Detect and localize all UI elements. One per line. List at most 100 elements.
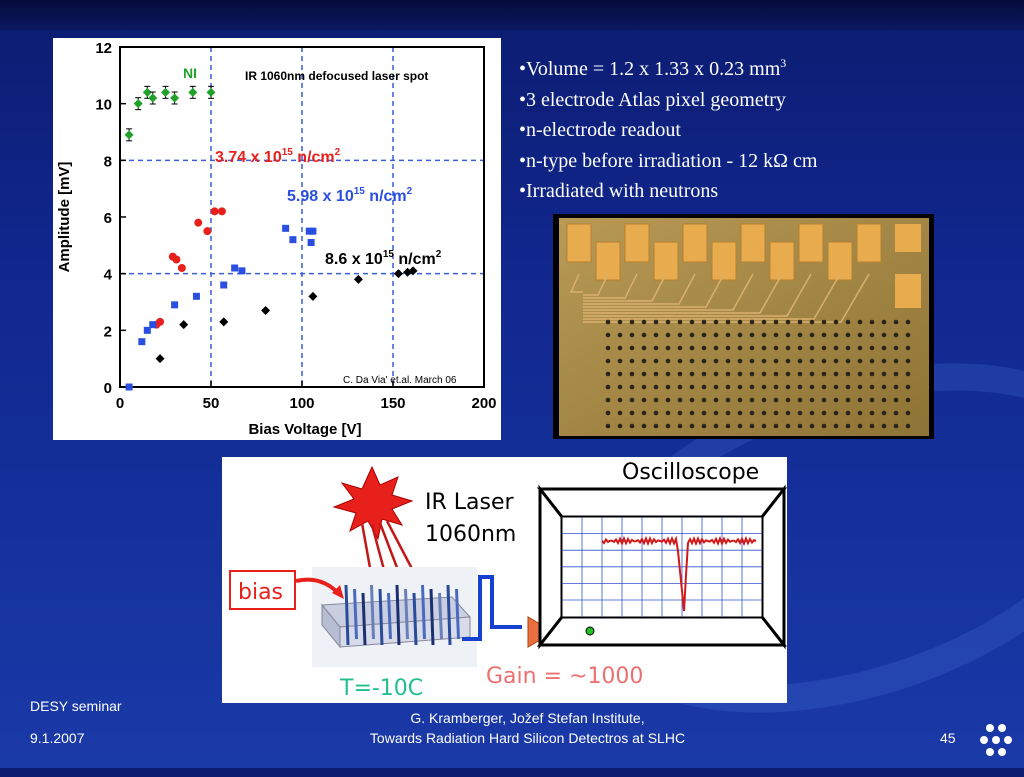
y-tick-label: 12 [95,40,112,57]
bullet-item: •n-electrode readout [519,119,681,141]
sensor-electrode [395,584,401,646]
pixel-dot [677,410,683,416]
data-point-s0 [170,93,180,103]
laser-label-line1: IR Laser [425,490,515,515]
pixel-dot [857,319,863,325]
bond-pad [740,223,766,263]
pixel-dot [905,332,911,338]
pixel-dot [641,345,647,351]
pixel-dot [797,319,803,325]
pixel-dot [605,397,611,403]
pixel-dot [665,384,671,390]
pixel-dot [749,332,755,338]
x-tick-label: 50 [203,395,220,412]
pixel-dot [689,423,695,429]
pixel-dot [893,384,899,390]
pixel-dot [617,384,623,390]
pixel-dot [701,371,707,377]
pixel-dot [773,332,779,338]
pixel-dot [617,423,623,429]
pixel-dot [713,371,719,377]
pixel-dot [737,410,743,416]
pixel-dot [725,371,731,377]
pixel-dot [641,384,647,390]
data-point-s2 [282,224,290,232]
bond-pad [711,241,737,281]
data-point-s1 [210,207,219,216]
data-point-s2 [125,383,133,391]
bullet-item: •Volume = 1.2 x 1.33 x 0.23 mm3 [519,56,787,80]
pixel-dot [677,358,683,364]
pixel-dot [833,423,839,429]
pixel-dot [749,397,755,403]
pixel-dot [833,371,839,377]
trace [583,273,638,299]
pixel-dot [833,345,839,351]
y-tick-label: 2 [104,323,112,340]
pixel-dot [713,384,719,390]
pixel-dot [797,371,803,377]
data-point-s1 [177,264,186,272]
pixel-dot [881,319,887,325]
pixel-dot [629,358,635,364]
pixel-dot [605,371,611,377]
pixel-dot [749,371,755,377]
pixel-dot [821,423,827,429]
pixel-dot [821,410,827,416]
pixel-dot [833,410,839,416]
x-tick-labels: 0 50 100 150 200 [116,395,497,412]
data-point-s2 [289,236,297,244]
pixel-dot [833,332,839,338]
plot-frame [119,46,485,388]
pixel-dot [629,397,635,403]
pixel-dot [809,410,815,416]
pixel-dot [905,371,911,377]
pixel-dot [713,358,719,364]
pixel-dot [857,384,863,390]
pixel-dot [629,332,635,338]
pixel-dot [893,345,899,351]
pixel-dot [773,384,779,390]
pixel-dot [641,410,647,416]
y-tick-labels: 0 2 4 6 8 10 12 [95,40,112,397]
pixel-electrodes [605,319,911,429]
pixel-dot [797,410,803,416]
trace [583,273,696,305]
bond-pad [769,241,795,281]
data-point-s2 [305,227,313,235]
pixel-dot [857,423,863,429]
pixel-dot [701,332,707,338]
pixel-dot [713,410,719,416]
data-point-s3 [393,269,403,279]
bond-pad [566,223,592,263]
pixel-dot [677,319,683,325]
pixel-dot [905,319,911,325]
series-label-3-74: 3.74 x 1015 n/cm2 [215,147,341,166]
pixel-dot [797,423,803,429]
x-tick-label: 200 [471,395,496,412]
pixel-dot [725,410,731,416]
data-point-s2 [307,239,315,246]
pixel-dot [845,371,851,377]
data-point-s2 [138,338,146,346]
pixel-dot [809,423,815,429]
pixel-dot [857,371,863,377]
pixel-dot [809,332,815,338]
pixel-dot [665,319,671,325]
pixel-dot [881,384,887,390]
pixel-dot [737,345,743,351]
trace [583,273,754,311]
pixel-dot [881,345,887,351]
pixel-dot [653,358,659,364]
sensor-electrode [378,588,384,646]
data-point-s2 [309,227,317,235]
pixel-dot [617,358,623,364]
chart-credit: C. Da Via' et.al. March 06 [343,375,457,386]
pixel-dot [869,345,875,351]
pixel-dot [713,397,719,403]
pixel-dot [701,319,707,325]
setup-svg: Oscilloscope IR Laser 1060nm bias [229,460,788,701]
pixel-dot [653,397,659,403]
pixel-dot [665,397,671,403]
scope-grid [562,517,762,617]
